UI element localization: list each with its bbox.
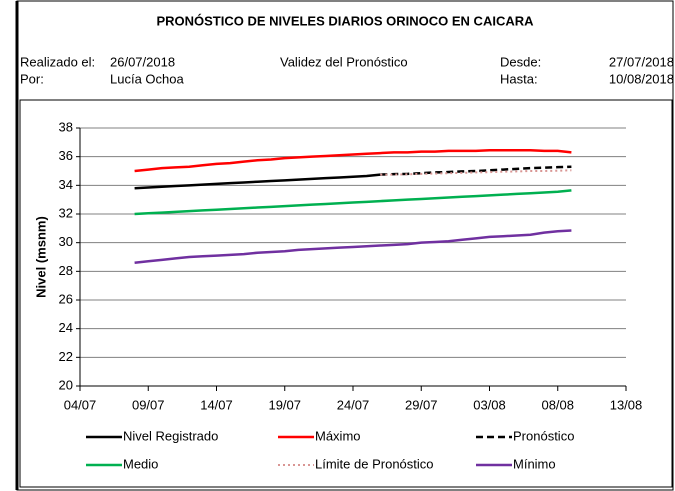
y-axis-label: Nivel (msnm) (33, 216, 48, 298)
from-date: 27/07/2018 (609, 54, 674, 69)
title: PRONÓSTICO DE NIVELES DIARIOS ORINOCO EN… (156, 13, 534, 28)
y-tick-label: 38 (59, 119, 73, 134)
x-tick-label: 03/08 (473, 397, 506, 412)
y-tick-label: 24 (59, 320, 73, 335)
x-tick-label: 14/07 (200, 397, 233, 412)
y-tick-label: 30 (59, 234, 73, 249)
to-date: 10/08/2018 (609, 71, 674, 86)
y-tick-label: 20 (59, 377, 73, 392)
y-tick-label: 32 (59, 205, 73, 220)
y-tick-label: 28 (59, 263, 73, 278)
frame (16, 0, 674, 491)
y-tick-label: 34 (59, 177, 73, 192)
chart-box (19, 99, 673, 488)
y-tick-label: 22 (59, 349, 73, 364)
series-line (134, 173, 381, 190)
x-tick-label: 04/07 (64, 397, 97, 412)
y-tick-label: 36 (59, 148, 73, 163)
x-tick-label: 29/07 (405, 397, 438, 412)
to-label: Hasta: (500, 71, 538, 86)
x-tick-label: 13/08 (610, 397, 643, 412)
by-name: Lucía Ochoa (110, 71, 184, 86)
from-label: Desde: (500, 54, 541, 69)
y-tick-label: 26 (59, 291, 73, 306)
series-line (380, 165, 572, 176)
x-tick-label: 09/07 (132, 397, 165, 412)
legend-label: Pronóstico (513, 428, 574, 443)
by-label: Por: (20, 71, 44, 86)
legend-label: Nivel Registrado (123, 428, 218, 443)
legend-label: Límite de Pronóstico (315, 456, 434, 471)
x-tick-label: 19/07 (268, 397, 301, 412)
legend-label: Mínimo (513, 456, 556, 471)
x-tick-label: 08/08 (541, 397, 574, 412)
made-label: Realizado el: (20, 54, 95, 69)
legend-label: Medio (123, 456, 158, 471)
validity: Validez del Pronóstico (280, 54, 408, 69)
series-line (134, 229, 572, 264)
series-line (134, 189, 572, 216)
series-line (134, 148, 572, 173)
legend-label: Máximo (315, 428, 361, 443)
x-tick-label: 24/07 (337, 397, 370, 412)
series-line (380, 169, 572, 176)
made-date: 26/07/2018 (110, 54, 175, 69)
